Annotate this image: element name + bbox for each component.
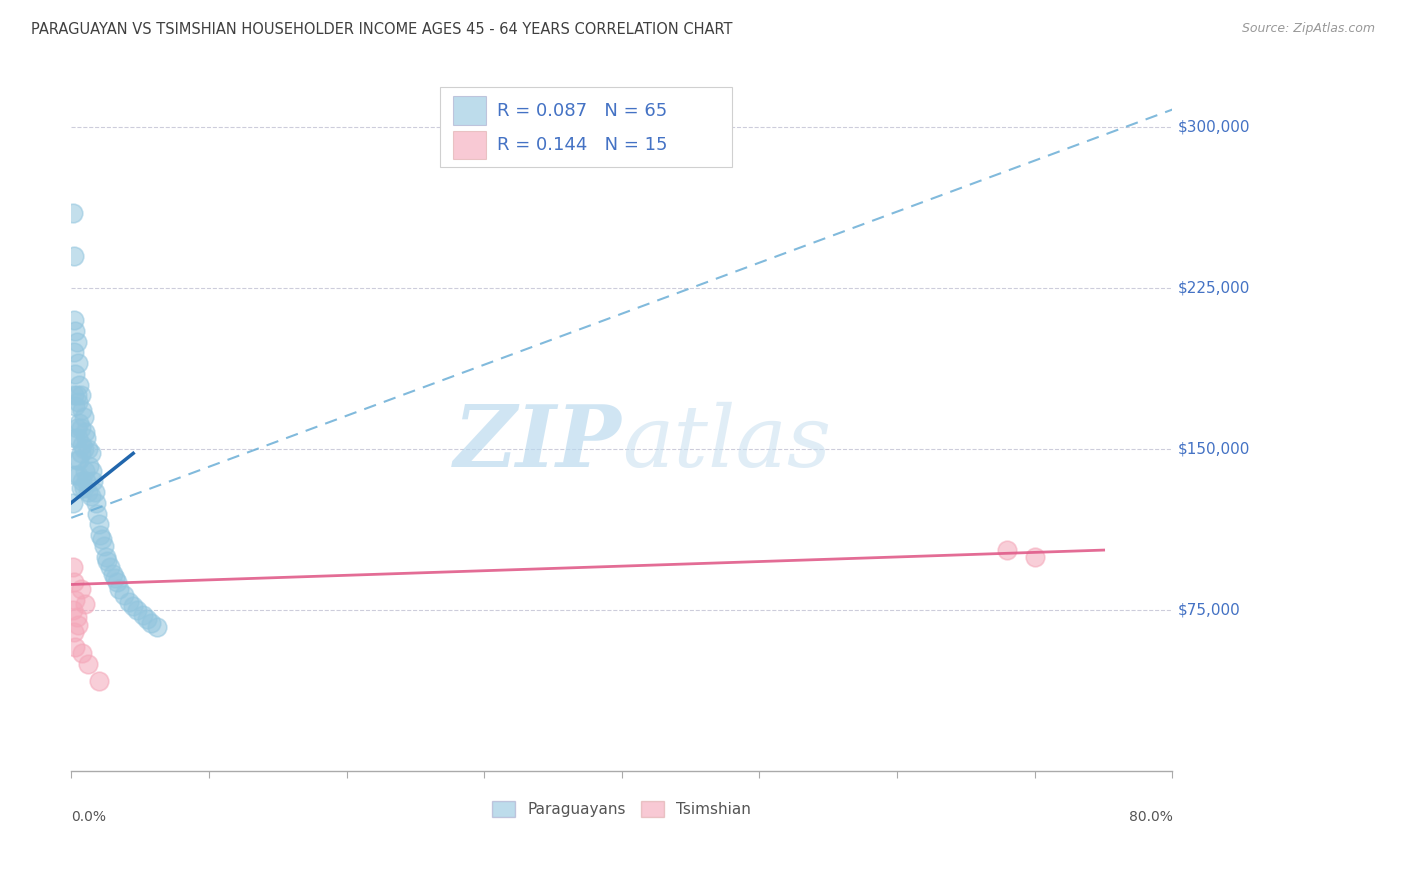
- Point: [69, 452, 91, 467]
- Point: [96, 554, 118, 568]
- Point: [62, 560, 84, 574]
- Point: [72, 646, 94, 660]
- Point: [63, 249, 86, 263]
- Point: [77, 459, 100, 474]
- Point: [70, 446, 93, 460]
- Point: [67, 467, 90, 482]
- Point: [136, 612, 159, 626]
- Point: [75, 475, 97, 489]
- Point: [145, 620, 167, 634]
- FancyBboxPatch shape: [453, 96, 486, 126]
- Point: [69, 417, 91, 431]
- Point: [70, 582, 93, 596]
- FancyBboxPatch shape: [453, 131, 486, 159]
- Legend: Paraguayans, Tsimshian: Paraguayans, Tsimshian: [486, 795, 758, 823]
- Point: [84, 496, 107, 510]
- Point: [63, 313, 86, 327]
- Point: [87, 674, 110, 689]
- Point: [63, 388, 86, 402]
- Point: [132, 607, 155, 622]
- Point: [76, 485, 98, 500]
- FancyBboxPatch shape: [440, 87, 733, 168]
- Point: [79, 446, 101, 460]
- Point: [72, 403, 94, 417]
- Point: [67, 394, 90, 409]
- Text: PARAGUAYAN VS TSIMSHIAN HOUSEHOLDER INCOME AGES 45 - 64 YEARS CORRELATION CHART: PARAGUAYAN VS TSIMSHIAN HOUSEHOLDER INCO…: [31, 22, 733, 37]
- Point: [65, 640, 87, 654]
- Point: [62, 603, 84, 617]
- Point: [90, 533, 112, 547]
- Text: R = 0.144   N = 15: R = 0.144 N = 15: [498, 136, 668, 154]
- Text: R = 0.087   N = 65: R = 0.087 N = 65: [498, 102, 668, 120]
- Point: [112, 588, 135, 602]
- Point: [73, 597, 96, 611]
- Point: [82, 475, 104, 489]
- Point: [65, 399, 87, 413]
- Point: [63, 345, 86, 359]
- Point: [75, 431, 97, 445]
- Text: $300,000: $300,000: [1178, 120, 1250, 134]
- Point: [72, 438, 94, 452]
- Point: [86, 507, 108, 521]
- Point: [87, 517, 110, 532]
- Point: [76, 657, 98, 671]
- Text: 80.0%: 80.0%: [1129, 810, 1173, 824]
- Point: [101, 566, 124, 581]
- Point: [69, 377, 91, 392]
- Point: [67, 618, 90, 632]
- Point: [70, 388, 93, 402]
- Point: [62, 496, 84, 510]
- Point: [83, 485, 105, 500]
- Point: [122, 599, 145, 613]
- Text: $75,000: $75,000: [1178, 603, 1240, 618]
- Point: [63, 575, 86, 590]
- Point: [73, 464, 96, 478]
- Point: [89, 528, 111, 542]
- Point: [67, 356, 90, 370]
- Point: [1024, 549, 1046, 564]
- Point: [66, 388, 89, 402]
- Point: [80, 464, 103, 478]
- Point: [65, 431, 87, 445]
- Point: [65, 367, 87, 381]
- Point: [66, 420, 89, 434]
- Point: [73, 425, 96, 439]
- Point: [105, 575, 128, 590]
- Point: [139, 616, 162, 631]
- Point: [108, 582, 131, 596]
- Point: [65, 324, 87, 338]
- Point: [94, 549, 117, 564]
- Text: ZIP: ZIP: [454, 401, 621, 485]
- Text: atlas: atlas: [621, 401, 831, 484]
- Point: [66, 334, 89, 349]
- Point: [93, 539, 115, 553]
- Point: [76, 442, 98, 456]
- Point: [72, 475, 94, 489]
- Point: [995, 543, 1018, 558]
- Point: [72, 409, 94, 424]
- Text: Source: ZipAtlas.com: Source: ZipAtlas.com: [1241, 22, 1375, 36]
- Point: [104, 571, 127, 585]
- Point: [66, 609, 89, 624]
- Text: $225,000: $225,000: [1178, 280, 1250, 295]
- Point: [67, 431, 90, 445]
- Point: [118, 595, 141, 609]
- Point: [63, 624, 86, 639]
- Point: [65, 467, 87, 482]
- Point: [79, 489, 101, 503]
- Point: [70, 420, 93, 434]
- Point: [127, 603, 149, 617]
- Point: [98, 560, 121, 574]
- Point: [72, 481, 94, 495]
- Point: [70, 481, 93, 495]
- Point: [66, 452, 89, 467]
- Point: [62, 205, 84, 219]
- Text: 0.0%: 0.0%: [72, 810, 107, 824]
- Point: [72, 442, 94, 456]
- Text: $150,000: $150,000: [1178, 442, 1250, 457]
- Point: [65, 592, 87, 607]
